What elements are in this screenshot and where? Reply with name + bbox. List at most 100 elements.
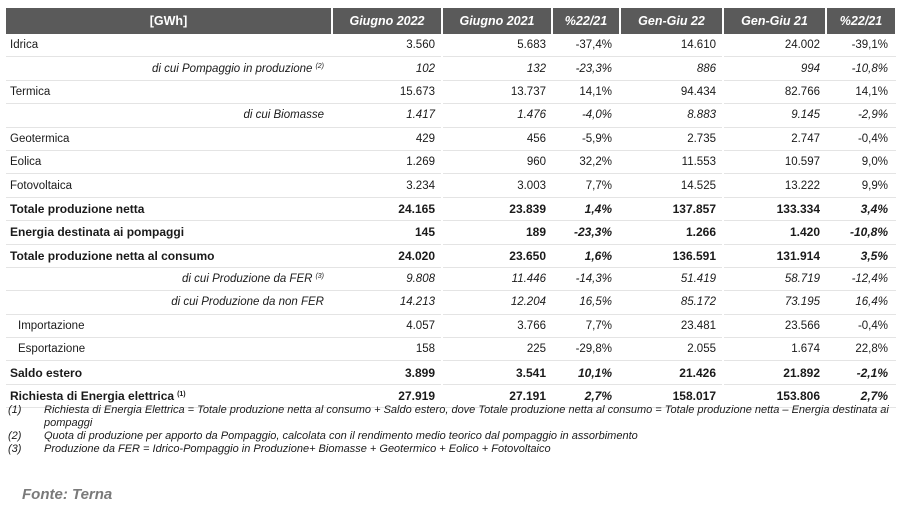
cell-gen-giu-22: 8.883 (620, 103, 724, 128)
energy-table-container: [GWh] Giugno 2022 Giugno 2021 %22/21 Gen… (6, 8, 897, 409)
cell-pct-ytd: -2,9% (826, 103, 896, 128)
cell-pct-month: 32,2% (552, 150, 620, 175)
cell-pct-month: -14,3% (552, 267, 620, 292)
row-label-cell: Totale produzione netta (6, 197, 332, 222)
row-label-cell: Fotovoltaica (6, 173, 332, 198)
row-label: Importazione (18, 319, 85, 332)
cell-giugno-2021: 225 (442, 337, 552, 362)
cell-giugno-2022: 9.808 (332, 267, 443, 292)
cell-pct-month: 16,5% (552, 290, 620, 315)
cell-pct-month: -5,9% (552, 127, 620, 151)
cell-pct-month: -37,4% (552, 34, 620, 58)
cell-giugno-2022: 429 (332, 127, 443, 151)
cell-gen-giu-21: 21.892 (723, 360, 826, 385)
footnote-text: Produzione da FER = Idrico-Pompaggio in … (44, 443, 551, 455)
row-label: Esportazione (18, 343, 86, 356)
cell-giugno-2021: 132 (442, 56, 552, 81)
cell-pct-ytd: -0,4% (826, 314, 896, 339)
row-label-cell: Totale produzione netta al consumo (6, 244, 332, 268)
cell-gen-giu-22: 886 (620, 56, 724, 81)
table-row: Esportazione 158 225 -29,8% 2.055 1.674 22,8% (6, 337, 896, 362)
cell-pct-ytd: 14,1% (826, 80, 896, 105)
row-label-cell: Saldo estero (6, 360, 332, 385)
table-row: Saldo estero 3.899 3.541 10,1% 21.426 21.892-… (6, 360, 896, 385)
footnote-key: (3) (8, 443, 22, 455)
cell-pct-ytd: 22,8% (826, 337, 896, 362)
cell-gen-giu-22: 158.017 (620, 384, 724, 409)
cell-giugno-2021: 3.541 (442, 360, 552, 385)
cell-gen-giu-21: 131.914 (723, 244, 826, 268)
table-row: Geotermica 429 456 -5,9% 2.735 2.747 -0,4% (6, 127, 896, 151)
row-label-cell: Termica (6, 80, 332, 105)
cell-giugno-2021: 23.839 (442, 197, 552, 222)
table-row: di cui Pompaggio in produzione (2) 102 132-… (6, 56, 896, 81)
cell-gen-giu-22: 2.735 (620, 127, 724, 151)
footnotes: (1) Richiesta di Energia Elettrica = Tot… (8, 404, 893, 456)
row-label-cell: Richiesta di Energia elettrica (1) (6, 384, 332, 409)
row-label: Fotovoltaica (10, 179, 73, 192)
cell-giugno-2021: 11.446 (442, 267, 552, 292)
footnote-text: Quota di produzione per apporto da Pompa… (44, 430, 638, 442)
cell-pct-month: 7,7% (552, 314, 620, 339)
table-row: Richiesta di Energia elettrica (1) 27.919 2… (6, 384, 896, 409)
cell-giugno-2021: 23.650 (442, 244, 552, 268)
cell-pct-month: 10,1% (552, 360, 620, 385)
row-label: di cui Produzione da non FER (171, 296, 324, 309)
cell-giugno-2021: 1.476 (442, 103, 552, 128)
table-row: di cui Produzione da non FER 14.213 12.204… (6, 290, 896, 315)
row-label-cell: Eolica (6, 150, 332, 175)
cell-pct-month: 14,1% (552, 80, 620, 105)
cell-gen-giu-22: 137.857 (620, 197, 724, 222)
header-giugno-2021: Giugno 2021 (442, 8, 553, 34)
cell-gen-giu-21: 1.674 (723, 337, 826, 362)
footnote-ref: (2) (315, 62, 324, 70)
cell-gen-giu-22: 2.055 (620, 337, 724, 362)
energy-balance-table: [GWh] Giugno 2022 Giugno 2021 %22/21 Gen… (6, 8, 897, 409)
cell-gen-giu-21: 153.806 (723, 384, 826, 409)
cell-gen-giu-21: 2.747 (723, 127, 826, 151)
row-label: di cui Biomasse (243, 109, 324, 122)
cell-pct-ytd: -10,8% (826, 220, 896, 245)
cell-giugno-2022: 3.234 (332, 173, 443, 198)
row-label: Energia destinata ai pompaggi (10, 225, 185, 240)
cell-pct-month: 7,7% (552, 173, 620, 198)
cell-pct-month: -23,3% (552, 56, 620, 81)
cell-pct-ytd: -2,1% (826, 360, 896, 385)
cell-gen-giu-21: 58.719 (723, 267, 826, 292)
table-row: Termica 15.673 13.737 14,1% 94.434 82.766 14,1… (6, 80, 896, 105)
table-row: di cui Produzione da FER (3) 9.808 11.446 -1… (6, 267, 896, 292)
cell-pct-ytd: -0,4% (826, 127, 896, 151)
cell-pct-ytd: 9,0% (826, 150, 896, 175)
cell-gen-giu-21: 9.145 (723, 103, 826, 128)
cell-giugno-2021: 960 (442, 150, 552, 175)
row-label: Saldo estero (10, 365, 83, 380)
footnote-key: (1) (8, 404, 22, 416)
row-label-cell: Energia destinata ai pompaggi (6, 220, 332, 245)
footnote: (1) Richiesta di Energia Elettrica = Tot… (8, 404, 893, 430)
header-unit: [GWh] (6, 8, 333, 34)
header-gen-giu-21: Gen-Giu 21 (723, 8, 827, 34)
table-row: Energia destinata ai pompaggi 145 189 -23,3… (6, 220, 896, 245)
cell-giugno-2021: 189 (442, 220, 552, 245)
cell-gen-giu-21: 24.002 (723, 34, 826, 58)
cell-giugno-2022: 3.560 (332, 34, 443, 58)
row-label: Totale produzione netta al consumo (10, 248, 215, 263)
cell-gen-giu-22: 14.610 (620, 34, 724, 58)
cell-pct-month: 1,6% (552, 244, 620, 268)
cell-gen-giu-21: 82.766 (723, 80, 826, 105)
row-label-cell: Esportazione (6, 337, 332, 362)
row-label: Termica (10, 85, 51, 98)
table-row: Totale produzione netta 24.165 23.839 1,4% 1… (6, 197, 896, 222)
cell-gen-giu-22: 51.419 (620, 267, 724, 292)
row-label: di cui Pompaggio in produzione (151, 62, 313, 75)
cell-pct-ytd: -12,4% (826, 267, 896, 292)
cell-giugno-2021: 5.683 (442, 34, 552, 58)
source-credit: Fonte: Terna (22, 486, 113, 503)
footnote-ref: (3) (315, 273, 324, 281)
table-row: Totale produzione netta al consumo 24.020… (6, 244, 896, 268)
cell-pct-month: -23,3% (552, 220, 620, 245)
cell-giugno-2022: 102 (332, 56, 443, 81)
cell-gen-giu-21: 13.222 (723, 173, 826, 198)
row-label: Geotermica (10, 132, 70, 145)
cell-gen-giu-22: 1.266 (620, 220, 724, 245)
